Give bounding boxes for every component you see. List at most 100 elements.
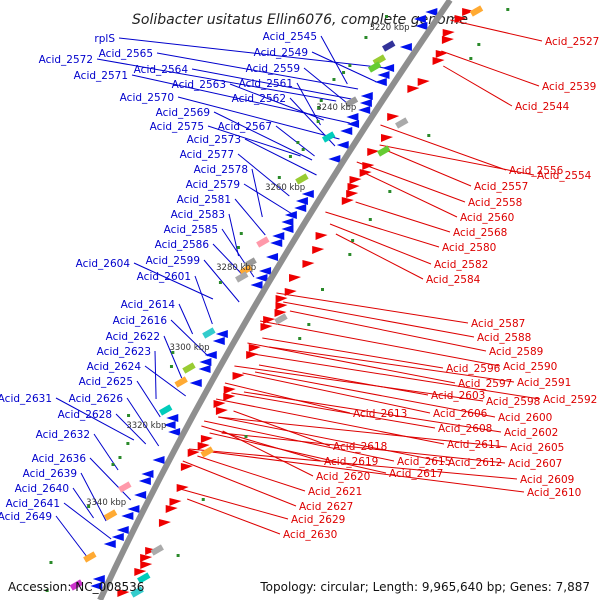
gene-arrow-reverse[interactable] xyxy=(382,64,395,72)
gene-label-right[interactable]: Acid_2557 xyxy=(474,181,528,193)
gene-block[interactable] xyxy=(235,271,249,283)
gene-label-left[interactable]: Acid_2545 xyxy=(263,31,317,43)
gene-arrow-reverse[interactable] xyxy=(425,8,438,16)
gene-arrow-forward[interactable] xyxy=(274,309,287,317)
gene-arrow-reverse[interactable] xyxy=(138,477,151,485)
gene-arrow-reverse[interactable] xyxy=(281,225,294,233)
gene-label-left[interactable]: Acid_2641 xyxy=(6,498,60,510)
gene-label-right[interactable]: Acid_2590 xyxy=(503,361,557,373)
gene-label-right[interactable]: Acid_2544 xyxy=(515,101,570,113)
gene-arrow-reverse[interactable] xyxy=(281,218,294,226)
gene-arrow-reverse[interactable] xyxy=(250,281,263,289)
gene-arrow-reverse[interactable] xyxy=(360,92,373,100)
gene-arrow-forward[interactable] xyxy=(200,435,213,443)
gene-arrow-reverse[interactable] xyxy=(90,582,103,590)
gene-label-left[interactable]: Acid_2632 xyxy=(36,429,90,441)
gene-block[interactable] xyxy=(344,96,359,108)
gene-arrow-reverse[interactable] xyxy=(346,113,359,121)
gene-arrow-reverse[interactable] xyxy=(255,274,268,282)
gene-label-left[interactable]: Acid_2601 xyxy=(137,271,191,283)
gene-arrow-forward[interactable] xyxy=(407,85,420,93)
gene-block[interactable] xyxy=(382,40,396,52)
gene-arrow-reverse[interactable] xyxy=(415,22,428,30)
gene-arrow-forward[interactable] xyxy=(367,148,380,156)
gene-label-right[interactable]: Acid_2606 xyxy=(433,408,488,420)
gene-label-left[interactable]: Acid_2649 xyxy=(0,511,52,523)
gene-arrow-forward[interactable] xyxy=(302,260,315,268)
gene-arrow-forward[interactable] xyxy=(441,36,454,44)
gene-arrow-forward[interactable] xyxy=(435,50,448,58)
gene-arrow-forward[interactable] xyxy=(289,274,302,282)
gene-label-right[interactable]: Acid_2618 xyxy=(333,441,387,453)
gene-label-left[interactable]: Acid_2561 xyxy=(239,78,293,90)
gene-arrow-forward[interactable] xyxy=(158,519,171,527)
gene-arrow-reverse[interactable] xyxy=(163,421,176,429)
gene-label-left[interactable]: Acid_2622 xyxy=(106,331,160,343)
gene-label-left[interactable]: Acid_2583 xyxy=(171,209,225,221)
gene-label-right[interactable]: Acid_2560 xyxy=(460,212,514,224)
gene-label-left[interactable]: Acid_2575 xyxy=(150,121,204,133)
gene-label-left[interactable]: Acid_2640 xyxy=(15,483,69,495)
gene-arrow-forward[interactable] xyxy=(454,15,467,23)
gene-arrow-forward[interactable] xyxy=(263,316,276,324)
gene-label-right[interactable]: Acid_2597 xyxy=(458,378,512,390)
gene-label-left[interactable]: Acid_2626 xyxy=(69,393,124,405)
gene-arrow-reverse[interactable] xyxy=(328,155,341,163)
gene-label-left[interactable]: Acid_2636 xyxy=(32,453,87,465)
gene-arrow-reverse[interactable] xyxy=(377,71,390,79)
gene-label-right[interactable]: Acid_2554 xyxy=(537,170,592,182)
gene-arrow-reverse[interactable] xyxy=(116,526,129,534)
gene-block[interactable] xyxy=(118,481,132,493)
gene-block[interactable] xyxy=(202,327,216,339)
gene-arrow-forward[interactable] xyxy=(117,589,130,597)
gene-arrow-forward[interactable] xyxy=(442,29,455,37)
gene-arrow-forward[interactable] xyxy=(223,386,236,394)
gene-label-right[interactable]: Acid_2603 xyxy=(431,390,485,402)
gene-label-left[interactable]: Acid_2623 xyxy=(97,346,151,358)
gene-label-left[interactable]: Acid_2625 xyxy=(79,376,133,388)
gene-arrow-reverse[interactable] xyxy=(266,253,279,261)
gene-label-left[interactable]: Acid_2567 xyxy=(218,121,272,133)
gene-arrow-reverse[interactable] xyxy=(134,491,147,499)
gene-arrow-forward[interactable] xyxy=(349,176,362,184)
gene-arrow-reverse[interactable] xyxy=(399,43,412,51)
gene-label-right[interactable]: Acid_2627 xyxy=(299,501,353,513)
gene-label-right[interactable]: Acid_2592 xyxy=(543,394,597,406)
gene-label-right[interactable]: Acid_2608 xyxy=(438,423,492,435)
gene-label-right[interactable]: Acid_2539 xyxy=(542,81,596,93)
gene-label-right[interactable]: Acid_2568 xyxy=(453,227,507,239)
gene-label-left[interactable]: Acid_2624 xyxy=(87,361,142,373)
gene-arrow-reverse[interactable] xyxy=(103,540,116,548)
gene-arrow-reverse[interactable] xyxy=(358,106,371,114)
gene-block[interactable] xyxy=(395,117,409,129)
gene-arrow-forward[interactable] xyxy=(432,57,445,65)
gene-arrow-forward[interactable] xyxy=(176,484,189,492)
gene-label-right[interactable]: Acid_2611 xyxy=(447,439,501,451)
gene-block[interactable] xyxy=(321,131,336,143)
gene-label-right[interactable]: Acid_2607 xyxy=(508,458,562,470)
gene-label-right[interactable]: Acid_2617 xyxy=(389,468,443,480)
gene-label-right[interactable]: Acid_2587 xyxy=(471,318,525,330)
gene-arrow-reverse[interactable] xyxy=(189,379,202,387)
gene-label-right[interactable]: Acid_2598 xyxy=(486,396,540,408)
gene-arrow-reverse[interactable] xyxy=(168,428,181,436)
gene-label-left[interactable]: Acid_2562 xyxy=(232,93,286,105)
gene-label-right[interactable]: Acid_2613 xyxy=(353,408,407,420)
gene-arrow-forward[interactable] xyxy=(140,561,153,569)
gene-arrow-forward[interactable] xyxy=(213,400,226,408)
gene-arrow-forward[interactable] xyxy=(248,344,261,352)
gene-arrow-forward[interactable] xyxy=(275,295,288,303)
gene-label-right[interactable]: Acid_2615 xyxy=(397,456,451,468)
gene-label-right[interactable]: Acid_2629 xyxy=(291,514,345,526)
gene-arrow-forward[interactable] xyxy=(169,498,182,506)
gene-arrow-forward[interactable] xyxy=(284,288,297,296)
gene-block[interactable] xyxy=(137,572,151,584)
gene-block[interactable] xyxy=(83,551,97,563)
gene-label-left[interactable]: Acid_2585 xyxy=(164,224,218,236)
gene-label-right[interactable]: Acid_2527 xyxy=(545,36,599,48)
gene-label-right[interactable]: Acid_2600 xyxy=(498,412,552,424)
gene-label-left[interactable]: Acid_2559 xyxy=(246,63,300,75)
gene-arrow-reverse[interactable] xyxy=(111,533,124,541)
gene-label-left[interactable]: Acid_2563 xyxy=(172,79,226,91)
gene-arrow-reverse[interactable] xyxy=(294,204,307,212)
